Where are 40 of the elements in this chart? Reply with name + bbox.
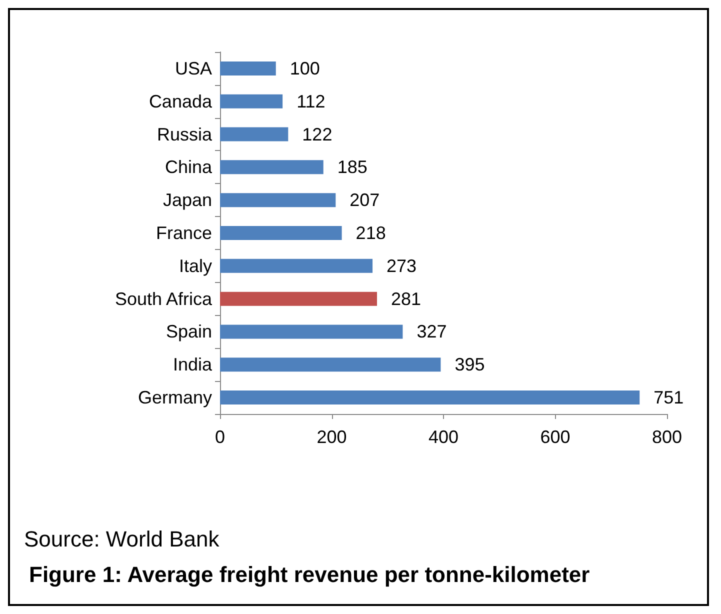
data-label: 100: [290, 58, 320, 78]
data-label: 185: [337, 157, 368, 178]
data-label: 207: [350, 190, 380, 210]
x-tick-label: 600: [540, 427, 570, 447]
bar: [220, 193, 336, 208]
y-tick-label: India: [172, 354, 213, 375]
data-label: 281: [391, 288, 422, 309]
source-note: Source: World Bank: [24, 526, 220, 552]
bar: [220, 324, 403, 339]
y-tick-label: Germany: [138, 388, 212, 408]
data-label: 112: [296, 91, 326, 112]
text: Figure 1: Average freight revenue per tonne-kilometer: [29, 562, 590, 587]
x-tick-label: 800: [652, 427, 682, 447]
bar: [220, 358, 441, 372]
data-label: 122: [302, 124, 332, 144]
y-tick-label: China: [164, 157, 213, 178]
y-tick-label: Canada: [148, 91, 213, 112]
y-tick-label: Russia: [156, 124, 213, 144]
x-tick-label: 400: [428, 427, 459, 447]
data-label: 218: [356, 223, 386, 243]
x-tick-label: 0: [214, 427, 226, 447]
y-tick-label: Japan: [162, 190, 212, 210]
bar: [220, 226, 342, 240]
bar: [220, 61, 276, 76]
data-label: 395: [454, 354, 485, 375]
bar: [220, 292, 378, 306]
bar: [220, 127, 288, 142]
bar: [220, 94, 283, 108]
y-tick-label: USA: [174, 58, 212, 78]
bar: [220, 160, 324, 174]
y-tick-label: France: [156, 223, 212, 243]
y-tick-label: Italy: [178, 256, 212, 276]
data-label: 751: [654, 388, 684, 408]
data-label: 327: [416, 322, 447, 342]
x-tick-label: 200: [316, 427, 347, 447]
bar: [220, 390, 640, 405]
y-tick-label: Spain: [166, 322, 212, 342]
y-tick-label: South Africa: [114, 288, 213, 309]
data-label: 273: [386, 256, 417, 276]
bar: [220, 258, 373, 273]
